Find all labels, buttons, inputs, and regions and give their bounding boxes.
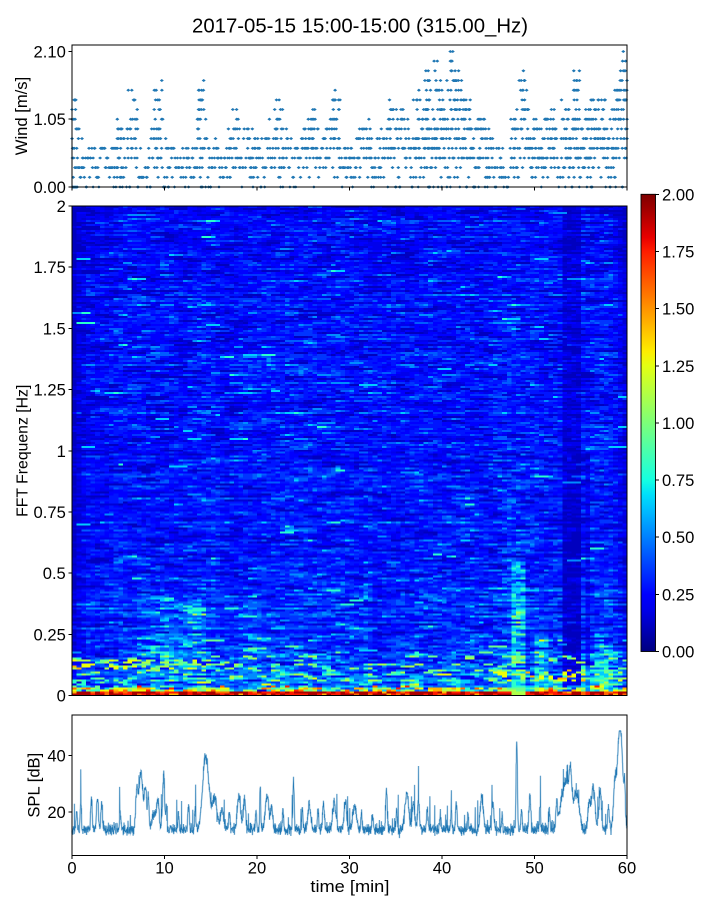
svg-text:0.25: 0.25 xyxy=(662,585,694,604)
svg-text:50: 50 xyxy=(525,858,543,877)
svg-text:10: 10 xyxy=(155,858,173,877)
svg-text:0: 0 xyxy=(57,687,66,706)
svg-text:0.50: 0.50 xyxy=(662,528,694,547)
svg-text:0.5: 0.5 xyxy=(43,564,66,583)
svg-text:time [min]: time [min] xyxy=(310,877,389,896)
svg-text:0.75: 0.75 xyxy=(662,471,694,490)
svg-text:40: 40 xyxy=(47,747,65,766)
svg-text:Wind [m/s]: Wind [m/s] xyxy=(12,77,31,155)
svg-text:1.75: 1.75 xyxy=(662,242,694,261)
svg-text:2017-05-15 15:00-15:00 (315.00: 2017-05-15 15:00-15:00 (315.00_Hz) xyxy=(192,16,528,38)
svg-text:SPL [dB]: SPL [dB] xyxy=(24,753,43,818)
svg-text:0: 0 xyxy=(67,858,76,877)
svg-text:2.00: 2.00 xyxy=(662,185,694,204)
svg-text:40: 40 xyxy=(433,858,451,877)
svg-text:2.10: 2.10 xyxy=(34,43,66,62)
svg-text:1.05: 1.05 xyxy=(34,110,66,129)
svg-text:1.00: 1.00 xyxy=(662,414,694,433)
svg-text:20: 20 xyxy=(47,803,65,822)
svg-text:1.25: 1.25 xyxy=(34,381,66,400)
svg-text:1.25: 1.25 xyxy=(662,357,694,376)
svg-text:0.25: 0.25 xyxy=(34,625,66,644)
svg-text:1.5: 1.5 xyxy=(43,319,66,338)
svg-text:1: 1 xyxy=(57,442,66,461)
svg-text:0.00: 0.00 xyxy=(34,178,66,197)
svg-text:0.00: 0.00 xyxy=(662,643,694,662)
svg-text:FFT Frequenz [Hz]: FFT Frequenz [Hz] xyxy=(15,385,32,517)
svg-text:1.50: 1.50 xyxy=(662,300,694,319)
svg-text:60: 60 xyxy=(618,858,636,877)
svg-text:0.75: 0.75 xyxy=(34,503,66,522)
svg-text:1.75: 1.75 xyxy=(34,258,66,277)
svg-text:20: 20 xyxy=(248,858,266,877)
svg-text:30: 30 xyxy=(340,858,358,877)
svg-text:2: 2 xyxy=(57,197,66,216)
